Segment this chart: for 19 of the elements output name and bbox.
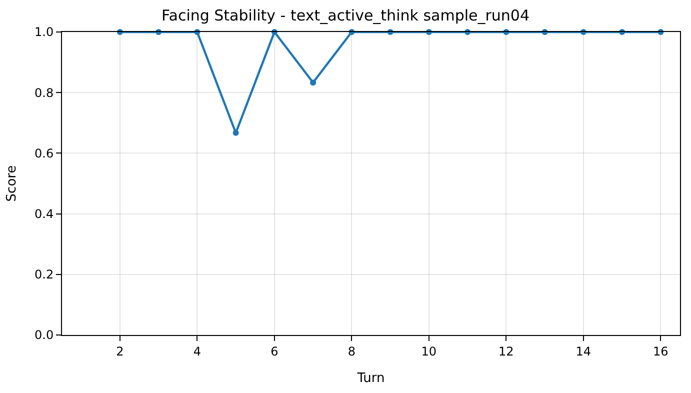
point	[310, 80, 316, 86]
x-tick-label: 4	[193, 344, 202, 358]
x-tick-label: 6	[270, 344, 278, 358]
y-tick-label: 0.4	[34, 207, 54, 221]
y-axis-title: Score	[4, 165, 20, 202]
x-tick-label: 8	[348, 344, 356, 358]
y-tick-label: 0.2	[34, 268, 54, 282]
x-tick-label: 14	[576, 344, 592, 358]
y-tick-label: 0.6	[34, 146, 54, 160]
y-tick-label: 0.0	[34, 328, 54, 342]
chart-title: Facing Stability - text_active_think sample_run04	[162, 6, 530, 24]
y-tick-label: 0.8	[34, 86, 54, 100]
x-tick-label: 16	[653, 344, 668, 358]
x-tick-label: 2	[116, 344, 124, 358]
x-tick-label: 10	[421, 344, 437, 358]
y-tick-label: 1.0	[34, 25, 54, 40]
point	[232, 130, 239, 136]
x-axis-title: Turn	[356, 371, 385, 386]
x-tick-label: 12	[498, 344, 514, 358]
